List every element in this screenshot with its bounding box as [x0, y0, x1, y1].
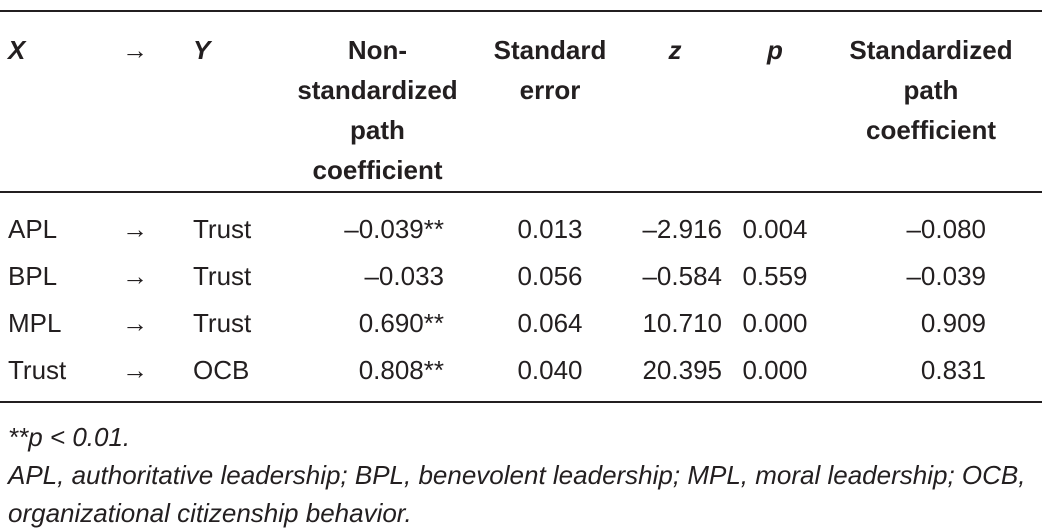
- header-cell: →: [95, 11, 175, 193]
- table-cell: 0.064: [517, 308, 583, 338]
- table-cell: Trust: [193, 308, 252, 338]
- table-cell: 20.395: [642, 355, 722, 385]
- header-line: coefficient: [312, 155, 443, 185]
- table-body: APL → Trust –0.039** 0.013 –2.916 0.004 –0.080 B…: [0, 192, 1042, 402]
- header-line: Standard: [493, 35, 607, 65]
- header-line: Y: [193, 35, 211, 65]
- table-cell: BPL: [8, 261, 58, 291]
- table-cell: 0.056: [517, 261, 583, 291]
- table-cell: –0.584: [642, 261, 722, 291]
- table-cell: →: [122, 261, 148, 291]
- table-cell: →: [122, 214, 148, 244]
- header-cell: X: [0, 11, 95, 193]
- table-cell: 0.040: [517, 355, 583, 385]
- table-cell: 0.909: [920, 308, 986, 338]
- table-row: BPL → Trust –0.033 0.056 –0.584 0.559 –0.039: [0, 253, 1042, 300]
- header-line: Standardized: [849, 35, 1013, 65]
- table-cell: Trust: [8, 355, 67, 385]
- header-line: Non-: [347, 35, 408, 65]
- header-line: path: [350, 115, 405, 145]
- footnote: **p < 0.01.: [8, 422, 131, 452]
- table-cell: 0.000: [742, 308, 808, 338]
- table-cell: –0.039: [906, 261, 986, 291]
- table-cell: 0.808**: [358, 355, 444, 385]
- header-cell: Non-standardized path coefficient: [275, 11, 480, 193]
- table-cell: 0.000: [742, 355, 808, 385]
- header-line: →: [122, 35, 148, 65]
- table-cell: Trust: [193, 261, 252, 291]
- header-line: z: [668, 35, 682, 65]
- table-cell: 10.710: [642, 308, 722, 338]
- table-cell: 0.690**: [358, 308, 444, 338]
- table-cell: 0.559: [742, 261, 808, 291]
- table-cell: –0.039**: [344, 214, 444, 244]
- footnotes: **p < 0.01. APL, authoritative leadership…: [8, 418, 1038, 532]
- header-row: X → Y Non-standardized path coefficient Standa…: [0, 11, 1042, 193]
- table-cell: –0.033: [364, 261, 444, 291]
- header-cell: Y: [175, 11, 275, 193]
- table-cell: Trust: [193, 214, 252, 244]
- header-cell: z: [620, 11, 730, 193]
- table-cell: APL: [8, 214, 58, 244]
- table-cell: 0.831: [920, 355, 986, 385]
- table-row: Trust → OCB 0.808** 0.040 20.395 0.000 0.831: [0, 347, 1042, 402]
- header-line: standardized: [297, 75, 458, 105]
- header-cell: p: [730, 11, 820, 193]
- table-cell: →: [122, 355, 148, 385]
- table-cell: 0.004: [742, 214, 808, 244]
- table-cell: 0.013: [517, 214, 583, 244]
- header-line: path: [903, 75, 959, 105]
- table-cell: →: [122, 308, 148, 338]
- table-row: APL → Trust –0.039** 0.013 –2.916 0.004 –0.080: [0, 192, 1042, 253]
- header-cell: Standard error: [480, 11, 620, 193]
- header-line: X: [8, 35, 26, 65]
- header-line: coefficient: [865, 115, 997, 145]
- table-cell: –2.916: [642, 214, 722, 244]
- footnote: APL, authoritative leadership; BPL, bene…: [8, 460, 1026, 528]
- table-cell: –0.080: [906, 214, 986, 244]
- table-row: MPL → Trust 0.690** 0.064 10.710 0.000 0.909: [0, 300, 1042, 347]
- header-line: p: [767, 35, 783, 65]
- results-table: X → Y Non-standardized path coefficient Standa…: [0, 10, 1042, 403]
- table-cell: OCB: [193, 355, 250, 385]
- table-cell: MPL: [8, 308, 62, 338]
- header-cell: Standardized path coefficient: [820, 11, 1042, 193]
- header-line: error: [519, 75, 581, 105]
